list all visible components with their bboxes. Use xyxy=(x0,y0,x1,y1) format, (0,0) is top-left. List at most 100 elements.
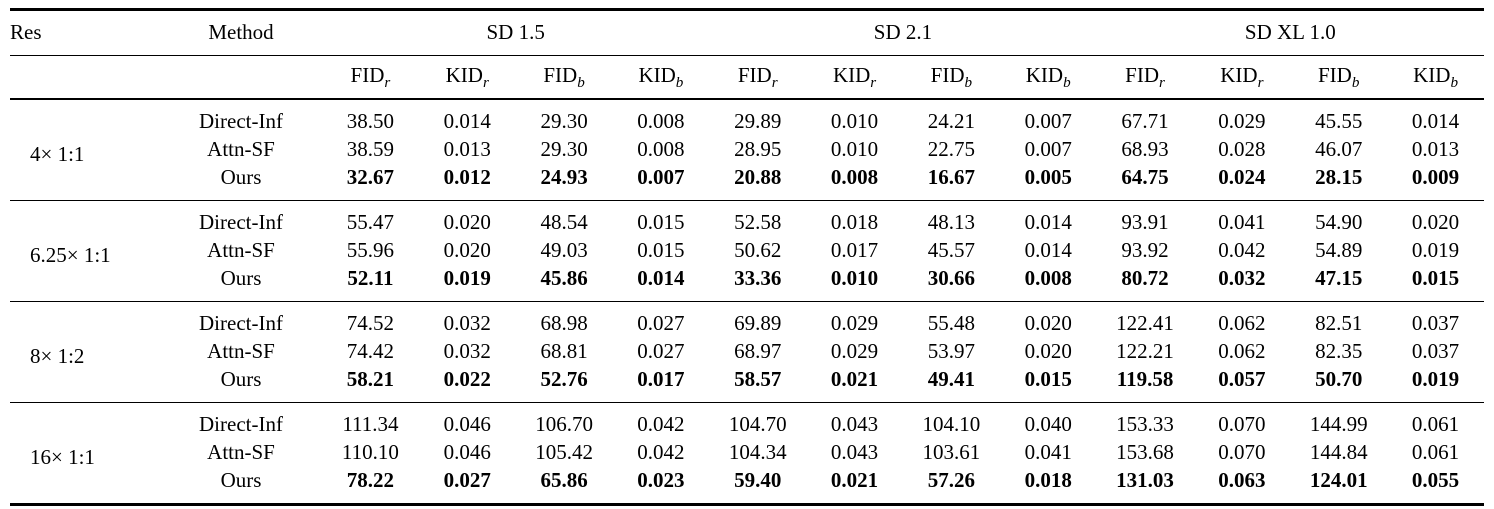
metric-value-cell: 0.046 xyxy=(418,402,516,438)
metric-value-cell: 0.020 xyxy=(443,238,491,262)
metric-header: KIDr xyxy=(418,55,516,100)
metric-value-cell: 68.97 xyxy=(734,339,782,363)
metric-value-cell: 122.41 xyxy=(1096,301,1194,337)
table-row: 6.25× 1:1 Direct-Inf 55.47 0.020 48.54 0.015 5… xyxy=(10,200,1484,302)
method-cell: Ours xyxy=(220,468,262,492)
metric-value-cell: 0.041 xyxy=(1024,440,1072,464)
metric-value-cell: 122.21 xyxy=(1116,339,1174,363)
metric-value-cell: 153.33 xyxy=(1096,402,1194,438)
res-cell: 8× 1:2 xyxy=(10,301,160,403)
metric-name: KID xyxy=(1025,63,1064,87)
metric-value-cell: 0.021 xyxy=(830,468,879,492)
metric-value-cell: 0.042 xyxy=(1218,238,1266,262)
metric-subscript: r xyxy=(1159,75,1165,92)
table-row: 4× 1:1 Direct-Inf 38.50 0.014 29.30 0.008 29.8… xyxy=(10,99,1484,166)
res-cell: 16× 1:1 xyxy=(10,402,160,505)
res-column-header: Res xyxy=(10,9,160,56)
metric-header-row: FIDr KIDr FIDb KIDb FIDr KIDr FIDb KIDb FIDr KIDr… xyxy=(10,55,1484,100)
metric-value-cell: 29.30 xyxy=(540,109,588,133)
metric-subscript: b xyxy=(577,75,585,92)
metric-value-cell: 93.91 xyxy=(1096,200,1194,236)
metric-value-cell: 0.061 xyxy=(1411,440,1460,464)
metric-value-cell: 0.037 xyxy=(1411,339,1460,363)
metric-value-cell: 0.020 xyxy=(999,301,1097,337)
metric-value-cell: 0.015 xyxy=(1024,367,1072,391)
metric-value-cell: 103.61 xyxy=(922,440,981,464)
metric-name: KID xyxy=(1220,63,1258,87)
metric-subscript: r xyxy=(771,75,778,92)
metric-name: KID xyxy=(445,63,483,87)
metric-value-cell: 0.032 xyxy=(443,339,491,363)
method-cell: Ours xyxy=(220,165,262,189)
metric-value-cell: 0.014 xyxy=(1024,238,1072,262)
metric-subscript: r xyxy=(870,75,877,92)
metric-subscript: r xyxy=(384,75,391,92)
table-row: 16× 1:1 Direct-Inf 111.34 0.046 106.70 0.042 1… xyxy=(10,402,1484,505)
metric-header: KIDb xyxy=(1387,55,1484,100)
metric-value-cell: 0.019 xyxy=(443,266,491,290)
metric-value-cell: 45.57 xyxy=(927,238,975,262)
metric-value-cell: 32.67 xyxy=(346,165,395,189)
metric-value-cell: 0.007 xyxy=(1024,137,1072,161)
metric-value-cell: 45.55 xyxy=(1315,109,1363,133)
metric-value-cell: 0.024 xyxy=(1218,165,1266,189)
metric-value-cell: 52.11 xyxy=(347,266,394,290)
metric-value-cell: 47.15 xyxy=(1315,266,1363,290)
metric-value-cell: 52.76 xyxy=(540,367,588,391)
metric-value-cell: 0.062 xyxy=(1218,339,1266,363)
metric-value-cell: 0.055 xyxy=(1411,468,1460,492)
metric-value-cell: 0.043 xyxy=(806,402,903,438)
metric-subscript: b xyxy=(964,75,973,92)
metric-value-cell: 0.070 xyxy=(1218,440,1266,464)
metric-name: FID xyxy=(1125,63,1160,87)
method-cell: Direct-Inf xyxy=(199,109,283,133)
metric-header: KIDb xyxy=(612,55,710,100)
metric-header: KIDr xyxy=(1193,55,1291,100)
metric-value-cell: 0.010 xyxy=(830,109,879,133)
metric-subscript: r xyxy=(1257,75,1264,92)
metric-value-cell: 0.040 xyxy=(999,402,1097,438)
metric-value-cell: 45.86 xyxy=(540,266,588,290)
metric-value-cell: 64.75 xyxy=(1121,165,1169,189)
metric-value-cell: 0.029 xyxy=(806,301,903,337)
metric-value-cell: 54.90 xyxy=(1290,200,1388,236)
metric-name: FID xyxy=(1317,63,1352,87)
metric-value-cell: 0.013 xyxy=(443,137,491,161)
metric-value-cell: 30.66 xyxy=(927,266,975,290)
metric-value-cell: 48.13 xyxy=(902,200,1000,236)
metric-value-cell: 0.042 xyxy=(612,402,710,438)
metric-name: KID xyxy=(832,63,871,87)
metric-value-cell: 0.027 xyxy=(612,301,710,337)
metric-value-cell: 24.21 xyxy=(927,109,975,133)
metric-name: FID xyxy=(737,63,772,87)
metric-header: KIDr xyxy=(806,55,903,100)
method-cell: Direct-Inf xyxy=(160,301,322,337)
metric-value-cell: 0.037 xyxy=(1387,301,1484,337)
metric-value-cell: 68.98 xyxy=(515,301,613,337)
metric-value-cell: 104.34 xyxy=(728,440,787,464)
metric-value-cell: 74.52 xyxy=(322,301,419,337)
method-cell: Ours xyxy=(220,266,262,290)
metric-value-cell: 53.97 xyxy=(927,339,975,363)
metric-value-cell: 0.028 xyxy=(1218,137,1266,161)
metric-value-cell: 104.70 xyxy=(709,402,807,438)
metric-value-cell: 59.40 xyxy=(734,468,782,492)
metric-header: FIDb xyxy=(515,55,613,100)
metric-value-cell: 0.012 xyxy=(443,165,491,189)
metric-value-cell: 28.15 xyxy=(1315,165,1363,189)
group-header-sd-xl-1-0: SD XL 1.0 xyxy=(1096,9,1484,56)
method-cell: Attn-SF xyxy=(207,238,275,262)
metric-header: KIDb xyxy=(999,55,1097,100)
metric-value-cell: 0.061 xyxy=(1387,402,1484,438)
method-cell: Direct-Inf xyxy=(160,402,322,438)
group-header-row: Res Method SD 1.5 SD 2.1 SD XL 1.0 xyxy=(10,9,1484,56)
metric-value-cell: 0.063 xyxy=(1218,468,1266,492)
method-cell: Attn-SF xyxy=(207,137,275,161)
group-header-sd-1-5: SD 1.5 xyxy=(322,9,710,56)
metric-value-cell: 0.032 xyxy=(418,301,516,337)
metric-value-cell: 111.34 xyxy=(322,402,419,438)
metric-value-cell: 68.81 xyxy=(540,339,588,363)
metric-value-cell: 131.03 xyxy=(1116,468,1174,492)
metric-value-cell: 0.062 xyxy=(1193,301,1291,337)
